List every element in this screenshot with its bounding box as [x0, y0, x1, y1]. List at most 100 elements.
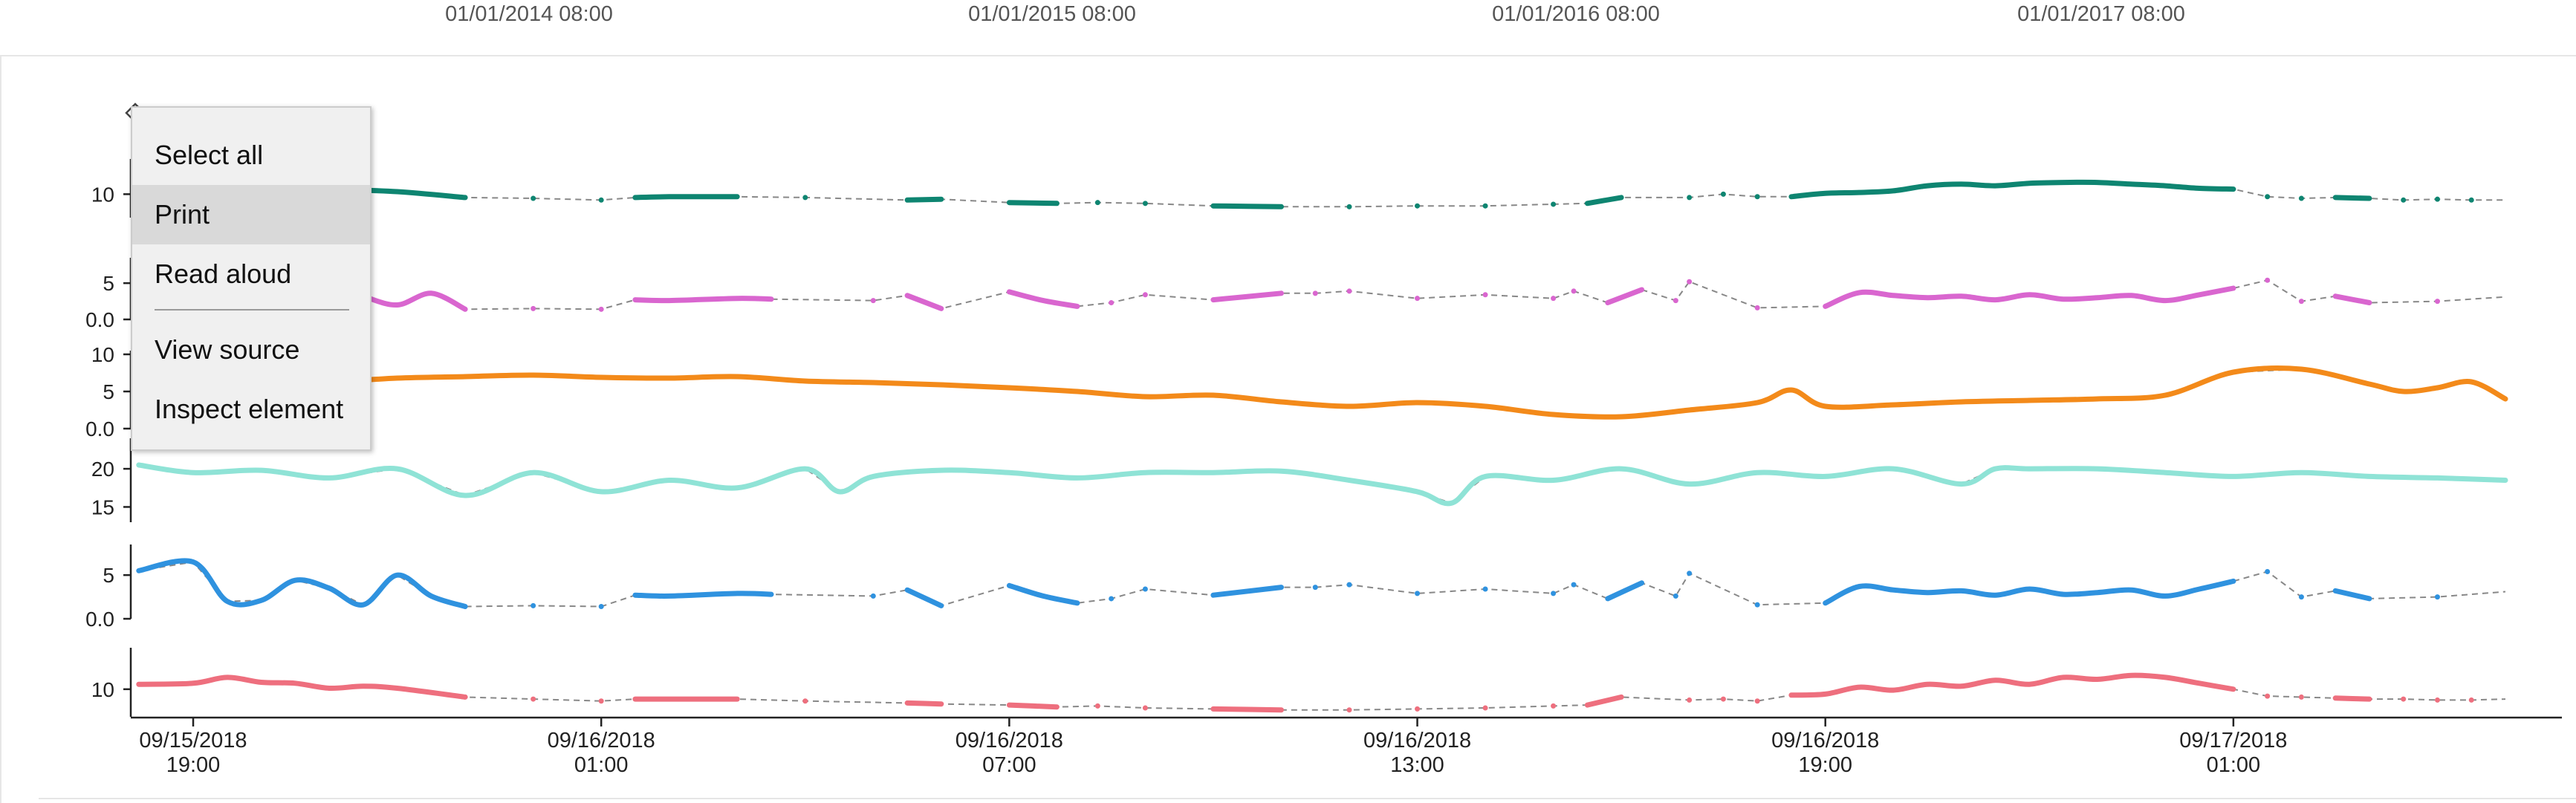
gap-point-marker: [2434, 594, 2440, 600]
gap-point-marker: [1346, 288, 1352, 294]
gap-point-marker: [1673, 298, 1678, 304]
top-axis-tick-label: 01/01/2015 08:00: [968, 2, 1136, 26]
y-tick-label: 0.0: [85, 608, 114, 631]
gap-point-marker: [2468, 197, 2474, 203]
gap-point-marker: [1094, 703, 1100, 709]
gap-point-marker: [531, 305, 536, 311]
menu-item-print[interactable]: Print: [132, 185, 370, 244]
gap-point-marker: [2434, 196, 2440, 202]
series-line: [1823, 285, 2236, 309]
menu-item-select-all[interactable]: Select all: [155, 140, 264, 170]
top-divider: [0, 55, 2576, 56]
left-divider: [0, 56, 1, 803]
series-line: [632, 296, 774, 304]
gap-point-marker: [1687, 570, 1693, 576]
gap-point-marker: [1754, 602, 1760, 608]
gap-point-marker: [1482, 292, 1488, 298]
gap-point-marker: [1571, 288, 1577, 294]
series-line: [1210, 290, 1284, 303]
top-axis-tick-label: 01/01/2014 08:00: [445, 2, 613, 26]
x-tick-label-date: 09/16/2018: [1771, 729, 1879, 752]
gap-point-marker: [2298, 195, 2304, 201]
series-line: [904, 587, 944, 608]
gap-point-marker: [1415, 706, 1421, 712]
gap-point-marker: [1551, 591, 1557, 596]
menu-item-view-source[interactable]: View source: [155, 334, 300, 365]
gap-point-marker: [1094, 200, 1100, 206]
gap-point-marker: [2265, 194, 2271, 200]
gap-point-marker: [1109, 300, 1115, 306]
y-tick-label: 5: [103, 272, 114, 295]
series-line: [2332, 588, 2372, 602]
x-tick-label-date: 09/16/2018: [956, 729, 1063, 752]
gap-point-marker: [1482, 705, 1488, 711]
gap-point-marker: [1312, 585, 1318, 591]
gap-point-marker: [870, 298, 876, 304]
gap-point-marker: [802, 698, 808, 704]
series-line: [1584, 694, 1624, 708]
y-tick-label: 5: [103, 564, 114, 587]
series-line: [1006, 702, 1060, 710]
series-line: [1006, 289, 1080, 309]
gap-point-marker: [1673, 593, 1678, 599]
gap-point-marker: [2434, 697, 2440, 703]
gap-point-marker: [870, 593, 876, 599]
gap-point-marker: [2265, 277, 2271, 283]
series-line: [2332, 695, 2372, 702]
series-line: [2332, 293, 2372, 305]
y-tick-label: 20: [91, 458, 114, 481]
x-tick-label-time: 19:00: [166, 753, 221, 777]
gap-point-marker: [1754, 305, 1760, 311]
menu-item-read-aloud[interactable]: Read aloud: [155, 259, 292, 289]
x-tick-label-time: 19:00: [1798, 753, 1852, 777]
gap-point-marker: [1415, 591, 1421, 596]
gap-point-marker: [1415, 203, 1421, 209]
gap-point-marker: [2298, 299, 2304, 305]
series-line: [904, 293, 944, 311]
x-tick-label-time: 01:00: [574, 753, 629, 777]
series-gap-line: [138, 674, 2506, 711]
menu-item-inspect-element[interactable]: Inspect element: [155, 394, 344, 424]
gap-point-marker: [598, 698, 604, 704]
gap-point-marker: [1571, 582, 1577, 588]
gap-point-marker: [598, 306, 604, 312]
gap-point-marker: [2298, 594, 2304, 600]
gap-point-marker: [2401, 197, 2407, 203]
series-gap-line: [138, 260, 2506, 311]
gap-point-marker: [1142, 705, 1148, 711]
gap-point-marker: [1415, 296, 1421, 302]
gap-point-marker: [1109, 596, 1115, 602]
gap-point-marker: [598, 197, 604, 203]
series-line: [1210, 585, 1284, 598]
x-tick-label-date: 09/16/2018: [1363, 729, 1471, 752]
gap-point-marker: [1551, 703, 1557, 709]
gap-point-marker: [1551, 296, 1557, 302]
gap-point-marker: [1346, 707, 1352, 713]
gap-point-marker: [1482, 203, 1488, 209]
y-tick-label: 15: [91, 495, 114, 518]
y-tick-label: 0.0: [85, 417, 114, 440]
gap-point-marker: [598, 604, 604, 610]
y-tick-label: 10: [91, 678, 114, 701]
series-gap-line: [138, 561, 2506, 608]
gap-point-marker: [2298, 694, 2304, 700]
series-line: [1788, 179, 2236, 200]
gap-point-marker: [1687, 195, 1693, 201]
top-axis-tick-label: 01/01/2017 08:00: [2017, 2, 2185, 26]
series-line: [632, 591, 774, 599]
series-line: [1006, 200, 1060, 207]
series-line: [136, 674, 468, 700]
series-line: [136, 558, 468, 609]
series-line: [1210, 203, 1284, 209]
gap-point-marker: [1346, 204, 1352, 209]
gap-point-marker: [531, 602, 536, 608]
bottom-divider: [39, 798, 2576, 799]
gap-point-marker: [2265, 568, 2271, 574]
menu-separator: [155, 309, 349, 311]
x-tick-label-date: 09/16/2018: [548, 729, 655, 752]
y-tick-label: 10: [91, 183, 114, 206]
gap-point-marker: [1482, 586, 1488, 592]
gap-point-marker: [1720, 191, 1726, 197]
gap-point-marker: [1687, 279, 1693, 285]
